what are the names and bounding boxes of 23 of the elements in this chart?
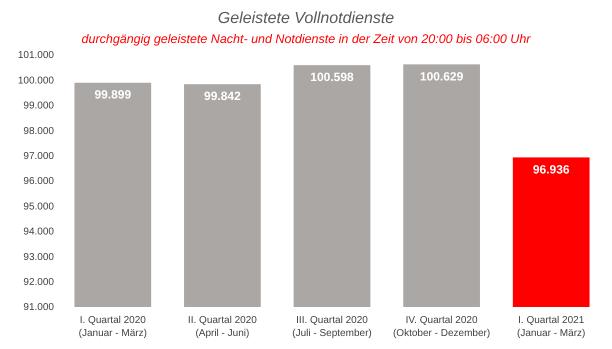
y-tick-label: 96.000	[23, 176, 54, 188]
data-label: 96.936	[532, 162, 570, 176]
y-tick-label: 93.000	[23, 252, 54, 263]
data-label: 99.899	[94, 88, 132, 102]
x-tick-label: II. Quartal 2020 (April - Juni)	[188, 315, 258, 339]
y-tick-label: 101.000	[18, 50, 54, 62]
data-label: 100.598	[310, 70, 354, 84]
y-tick-label: 97.000	[23, 151, 54, 162]
data-label: 100.629	[420, 69, 464, 84]
x-tick-label: I. Quartal 2021 (Januar - März)	[517, 315, 586, 339]
chart-title: Geleistete Vollnotdienste	[218, 10, 394, 27]
y-tick-label: 99.000	[23, 100, 54, 112]
y-tick-label: 92.000	[23, 277, 54, 288]
data-label: 99.842	[204, 89, 242, 104]
x-tick-label: III. Quartal 2020 (Juli - September)	[292, 315, 372, 339]
x-tick-label: IV. Quartal 2020 (Oktober - Dezember)	[392, 315, 490, 339]
chart-subtitle: durchgängig geleistete Nacht- und Notdienste in der Zeit von 20:00 bis 06:00 Uhr	[82, 32, 532, 46]
y-tick-label: 98.000	[23, 126, 54, 137]
y-tick-label: 95.000	[23, 201, 54, 212]
x-tick-label: I. Quartal 2020 (Januar - März)	[78, 315, 147, 339]
y-tick-label: 100.000	[18, 75, 54, 86]
y-tick-label: 91.000	[23, 302, 54, 314]
y-tick-label: 94.000	[23, 226, 54, 238]
